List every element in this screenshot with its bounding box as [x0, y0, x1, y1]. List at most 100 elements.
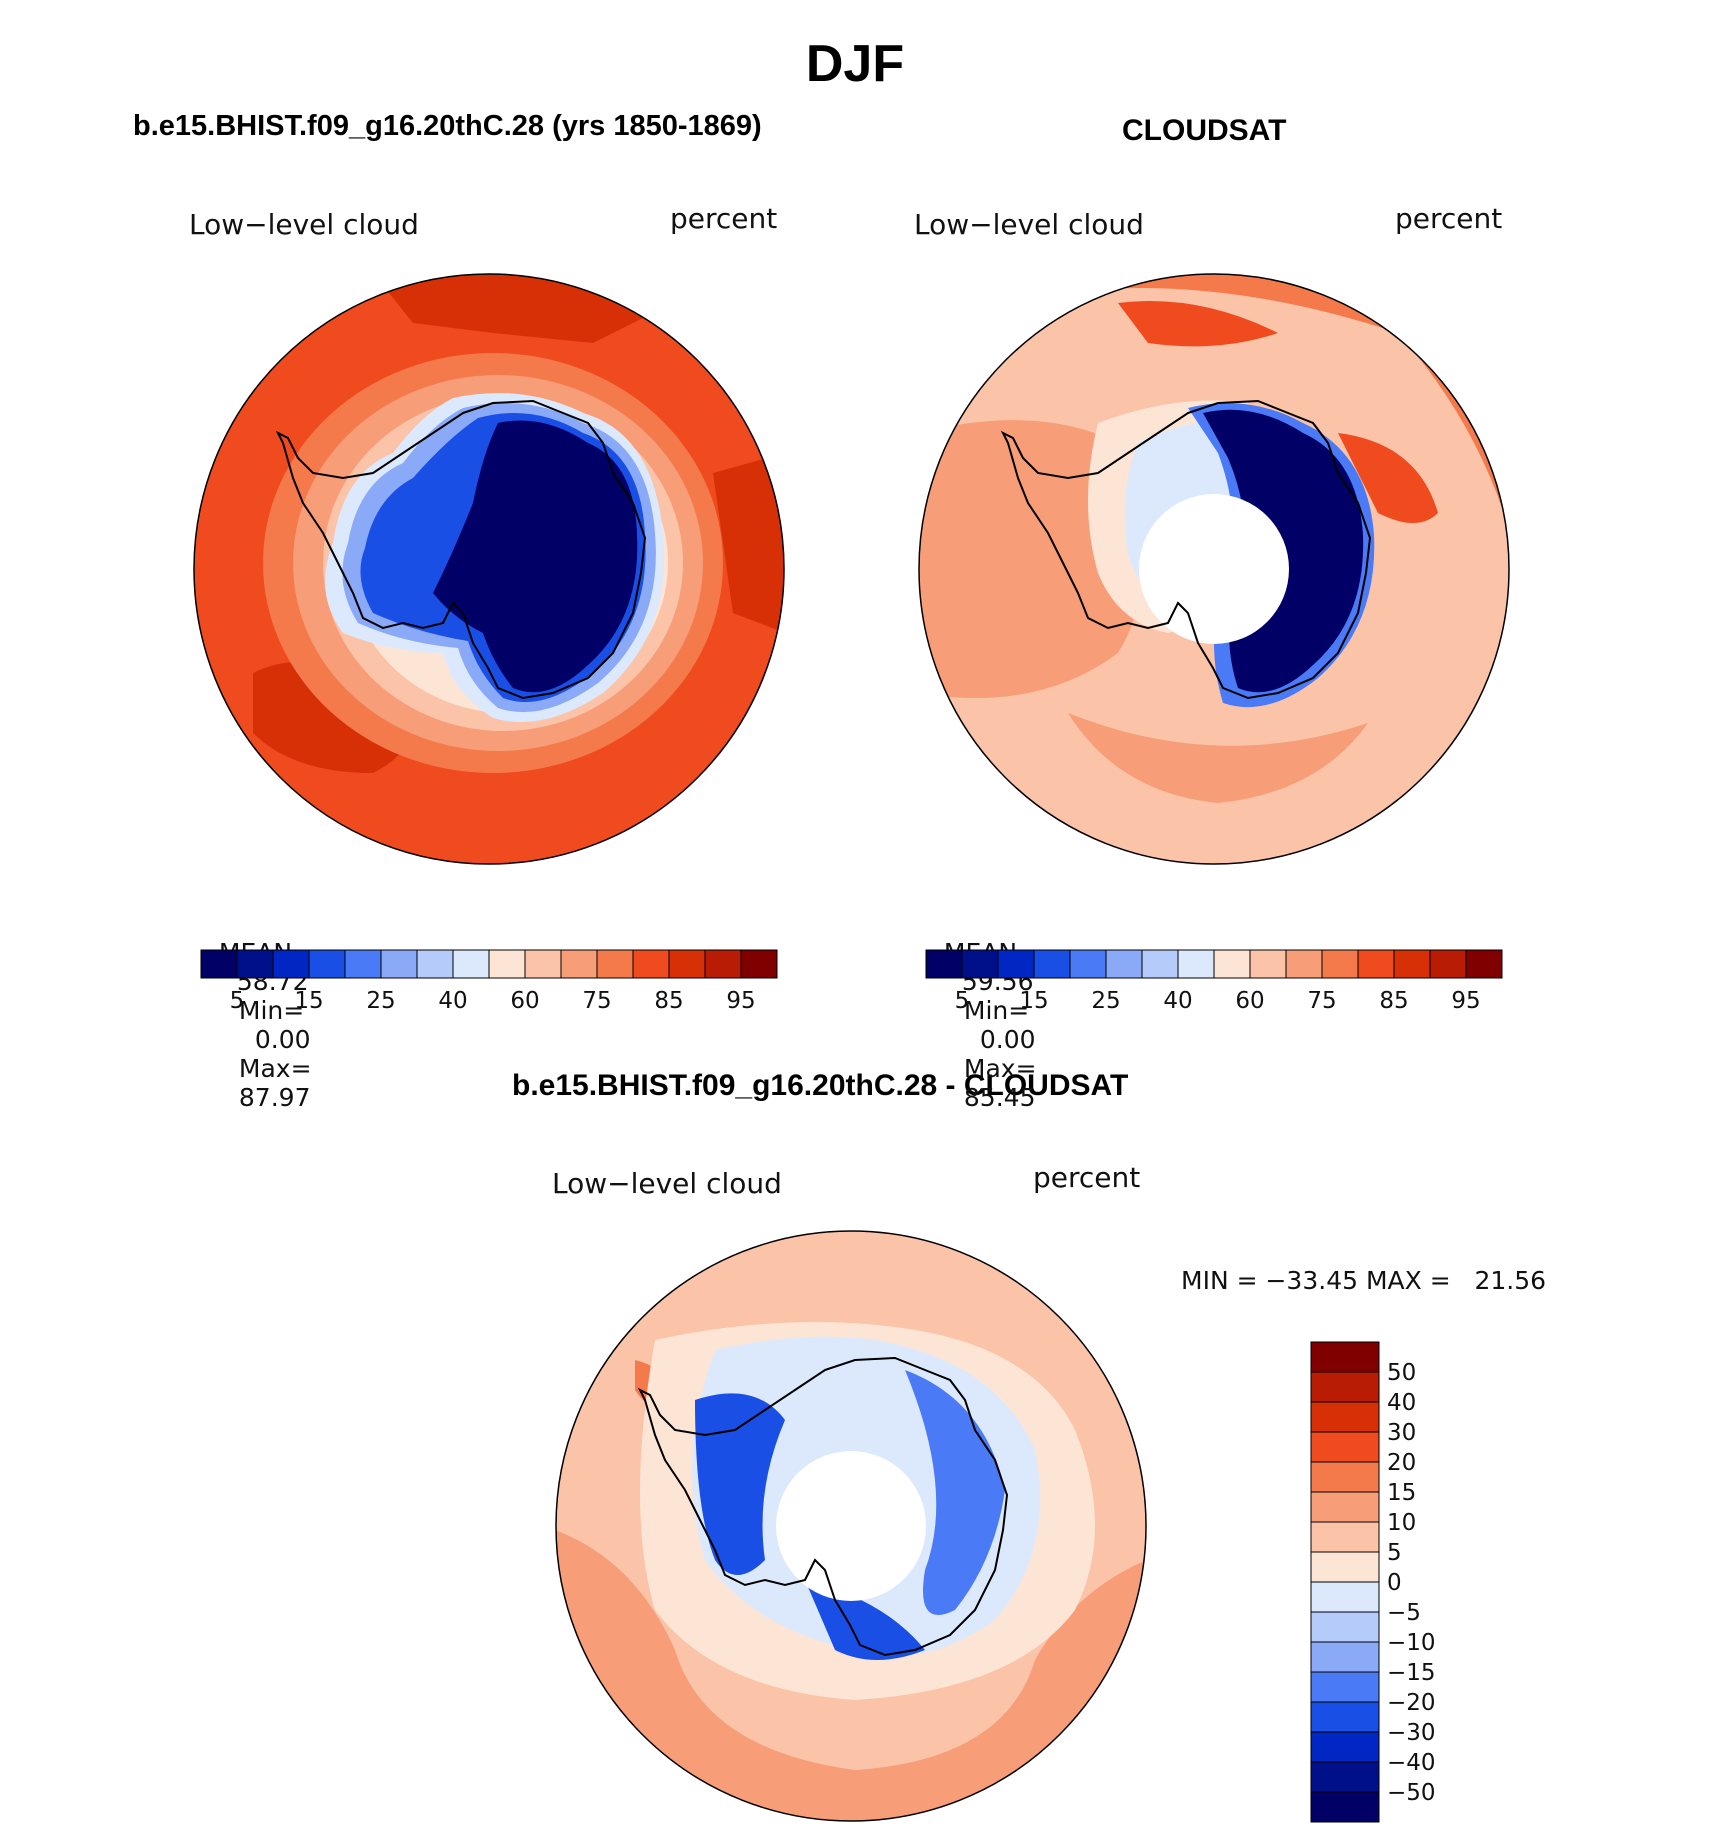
model-colorbar-box: [704, 949, 742, 979]
diff-colorbar-box: [1310, 1341, 1380, 1373]
model-colorbar-box: [416, 949, 454, 979]
obs-colorbar-box: [961, 949, 999, 979]
diff-colorbar-box: [1310, 1581, 1380, 1613]
obs-colorbar-box: [1321, 949, 1359, 979]
obs-colorbar-box: [1465, 949, 1503, 979]
obs-colorbar-tick: 5: [955, 988, 970, 1014]
diff-colorbar-tick: −5: [1387, 1600, 1421, 1626]
diff-colorbar-tick: 50: [1387, 1360, 1416, 1386]
model-colorbar-box: [452, 949, 490, 979]
obs-polar-map: [918, 273, 1510, 865]
model-colorbar-tick: 40: [438, 988, 467, 1014]
diff-colorbar-tick: 0: [1387, 1570, 1402, 1596]
model-colorbar-box: [272, 949, 310, 979]
model-colorbar-box: [740, 949, 778, 979]
model-polar-map: [193, 273, 785, 865]
model-colorbar-box: [344, 949, 382, 979]
diff-colorbar-box: [1310, 1551, 1380, 1583]
diff-colorbar-box: [1310, 1611, 1380, 1643]
obs-colorbar-box: [1429, 949, 1467, 979]
obs-colorbar: 5 15 25 40 60 75 85 95: [925, 949, 1503, 1014]
model-colorbar: 5 15 25 40 60 75 85 95: [200, 949, 778, 1014]
model-colorbar-box: [560, 949, 598, 979]
diff-colorbar-box: [1310, 1401, 1380, 1433]
diff-colorbar-tick: 5: [1387, 1540, 1402, 1566]
model-max-value: 87.97: [238, 1083, 311, 1112]
obs-colorbar-tick: 75: [1307, 988, 1336, 1014]
obs-colorbar-box: [1249, 949, 1287, 979]
model-colorbar-box: [308, 949, 346, 979]
obs-colorbar-box: [1141, 949, 1179, 979]
model-units-label: percent: [670, 202, 778, 235]
model-colorbar-tick: 15: [294, 988, 323, 1014]
model-min-value: 0.00: [254, 1025, 311, 1054]
model-colorbar-box: [236, 949, 274, 979]
diff-colorbar-tick: −15: [1387, 1660, 1436, 1686]
obs-colorbar-tick: 15: [1019, 988, 1048, 1014]
diff-colorbar-tick: −20: [1387, 1690, 1436, 1716]
obs-colorbar-tick: 95: [1451, 988, 1480, 1014]
diff-colorbar-tick: 15: [1387, 1480, 1416, 1506]
diff-colorbar-box: [1310, 1761, 1380, 1793]
obs-min-value: 0.00: [979, 1025, 1036, 1054]
model-colorbar-tick: 25: [366, 988, 395, 1014]
obs-min-label: Min=: [963, 996, 1030, 1025]
obs-colorbar-tick: 85: [1379, 988, 1408, 1014]
obs-max-label: Max=: [963, 1054, 1037, 1083]
obs-colorbar-tick: 40: [1163, 988, 1192, 1014]
obs-colorbar-box: [1357, 949, 1395, 979]
diff-variable-label: Low−level cloud: [552, 1167, 782, 1200]
obs-colorbar-box: [1033, 949, 1071, 979]
figure-title: DJF: [805, 35, 905, 93]
model-colorbar-box: [488, 949, 526, 979]
obs-colorbar-box: [1105, 949, 1143, 979]
obs-colorbar-tick: 25: [1091, 988, 1120, 1014]
model-colorbar-tick: 85: [654, 988, 683, 1014]
diff-colorbar-tick: 10: [1387, 1510, 1416, 1536]
diff-colorbar-tick: −30: [1387, 1720, 1436, 1746]
model-min-label: Min=: [238, 996, 305, 1025]
model-colorbar-box: [668, 949, 706, 979]
diff-panel-header: b.e15.BHIST.f09_g16.20thC.28 - CLOUDSAT: [512, 1069, 1129, 1102]
model-variable-label: Low−level cloud: [189, 208, 419, 241]
model-colorbar-box: [524, 949, 562, 979]
diff-colorbar-box: [1310, 1731, 1380, 1763]
diff-colorbar-box: [1310, 1371, 1380, 1403]
model-colorbar-tick: 60: [510, 988, 539, 1014]
diff-colorbar-box: [1310, 1461, 1380, 1493]
obs-units-label: percent: [1395, 202, 1503, 235]
obs-colorbar-tick: 60: [1235, 988, 1264, 1014]
diff-minmax: MIN = −33.45 MAX = 21.56: [1181, 1266, 1547, 1295]
obs-colorbar-box: [1285, 949, 1323, 979]
obs-colorbar-box: [1069, 949, 1107, 979]
diff-colorbar-box: [1310, 1641, 1380, 1673]
model-panel-header: b.e15.BHIST.f09_g16.20thC.28 (yrs 1850-1…: [133, 110, 762, 142]
diff-colorbar-box: [1310, 1521, 1380, 1553]
diff-colorbar-box: [1310, 1431, 1380, 1463]
diff-colorbar-box: [1310, 1701, 1380, 1733]
obs-colorbar-box: [1393, 949, 1431, 979]
diff-colorbar-tick: −50: [1387, 1780, 1436, 1806]
obs-colorbar-box: [997, 949, 1035, 979]
obs-max-value: 85.45: [963, 1083, 1036, 1112]
model-max-label: Max=: [238, 1054, 312, 1083]
obs-panel-header: CLOUDSAT: [1122, 114, 1287, 147]
diff-colorbar-tick: 30: [1387, 1420, 1416, 1446]
obs-colorbar-box: [1177, 949, 1215, 979]
diff-polar-map: [555, 1230, 1147, 1822]
diff-colorbar-box: [1310, 1791, 1380, 1823]
model-colorbar-box: [632, 949, 670, 979]
model-colorbar-tick: 75: [582, 988, 611, 1014]
obs-colorbar-box: [925, 949, 963, 979]
diff-units-label: percent: [1033, 1161, 1141, 1194]
obs-colorbar-box: [1213, 949, 1251, 979]
model-colorbar-box: [380, 949, 418, 979]
model-colorbar-box: [596, 949, 634, 979]
diff-colorbar-box: [1310, 1491, 1380, 1523]
obs-variable-label: Low−level cloud: [914, 208, 1144, 241]
model-colorbar-tick: 95: [726, 988, 755, 1014]
model-colorbar-box: [200, 949, 238, 979]
diff-colorbar-tick: 40: [1387, 1390, 1416, 1416]
diff-colorbar-tick: 20: [1387, 1450, 1416, 1476]
